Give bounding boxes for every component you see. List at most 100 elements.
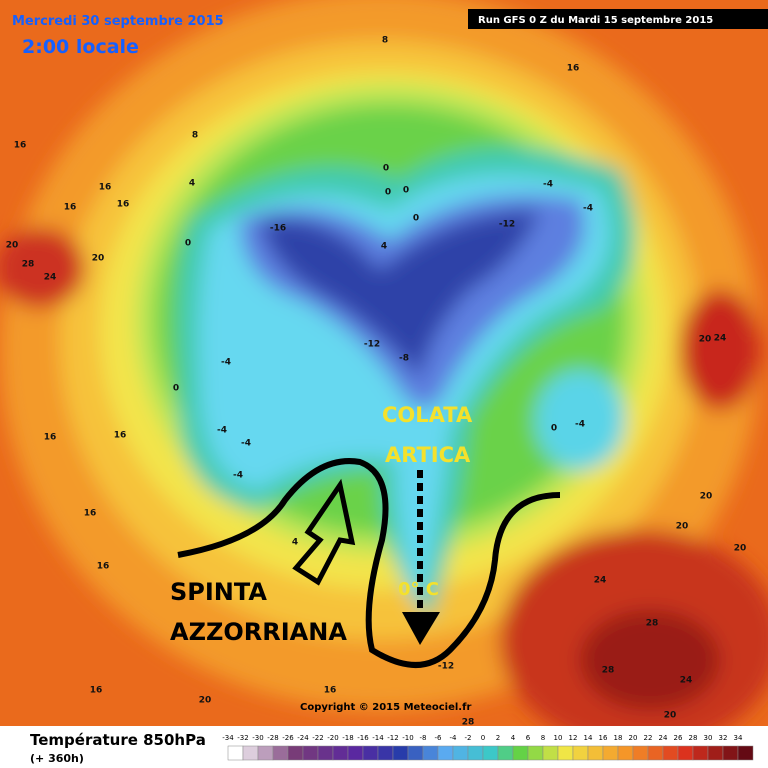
legend-tick-label: 2 bbox=[496, 734, 500, 742]
legend-swatch bbox=[677, 745, 694, 761]
run-banner bbox=[468, 9, 768, 29]
contour-label: 16 bbox=[64, 203, 77, 213]
contour-label: 16 bbox=[14, 141, 27, 151]
contour-label: 20 bbox=[199, 696, 212, 706]
contour-label: 20 bbox=[92, 254, 105, 264]
legend-swatch bbox=[452, 745, 469, 761]
contour-label: 20 bbox=[664, 711, 677, 721]
contour-label: 0 bbox=[403, 186, 409, 196]
contour-label: 16 bbox=[567, 64, 580, 74]
legend-tick-label: -32 bbox=[237, 734, 248, 742]
contour-label: 0 bbox=[385, 188, 391, 198]
legend-tick-label: -22 bbox=[312, 734, 323, 742]
legend-swatch bbox=[242, 745, 259, 761]
contour-label: -4 bbox=[543, 180, 553, 190]
contour-label: 24 bbox=[714, 334, 727, 344]
legend-tick-label: -34 bbox=[222, 734, 234, 742]
temperature-field bbox=[0, 0, 768, 750]
contour-label: 20 bbox=[699, 335, 712, 345]
annotation-curve bbox=[177, 458, 561, 668]
annotation-text: SPINTA bbox=[170, 578, 267, 606]
legend-swatch bbox=[362, 745, 379, 761]
contour-label: 16 bbox=[324, 686, 337, 696]
contour-label: -4 bbox=[241, 439, 251, 449]
legend-swatch bbox=[737, 745, 754, 761]
legend-swatch bbox=[722, 745, 739, 761]
annotation-text: AZZORRIANA bbox=[170, 618, 347, 646]
legend-tick-label: 6 bbox=[526, 734, 531, 742]
legend-tick-label: 8 bbox=[541, 734, 545, 742]
contour-label: 16 bbox=[114, 431, 127, 441]
contour-label: -16 bbox=[270, 224, 286, 234]
legend-swatch bbox=[632, 745, 649, 761]
legend-swatch bbox=[257, 745, 274, 761]
contour-label: -12 bbox=[499, 220, 515, 230]
contour-label: 8 bbox=[382, 36, 388, 46]
contour-label: 4 bbox=[381, 242, 387, 252]
contour-label: -4 bbox=[575, 420, 585, 430]
legend-swatch bbox=[692, 745, 709, 761]
legend-tick-label: -8 bbox=[420, 734, 427, 742]
legend-swatch bbox=[482, 745, 499, 761]
legend-scale: -34 -32 -30 -28 -26 -24 -22 -20 -18 -16 -14 -12 -10-… bbox=[222, 734, 754, 761]
contour-label: 0 bbox=[413, 214, 419, 224]
legend-swatch bbox=[317, 745, 334, 761]
legend-tick-label: -14 bbox=[372, 734, 384, 742]
legend-tick-label: 24 bbox=[659, 734, 668, 742]
legend-tick-label: 30 bbox=[704, 734, 713, 742]
legend-swatch bbox=[407, 745, 424, 761]
contour-label: 4 bbox=[292, 538, 298, 548]
contour-label: -8 bbox=[399, 354, 409, 364]
legend-swatch bbox=[602, 745, 619, 761]
legend-tick-label: -30 bbox=[252, 734, 263, 742]
contour-label: 16 bbox=[97, 562, 110, 572]
contour-label: 28 bbox=[462, 718, 475, 728]
legend-swatch bbox=[347, 745, 364, 761]
contour-label: 0 bbox=[185, 239, 191, 249]
contour-label: 8 bbox=[192, 131, 198, 141]
legend-tick-label: -10 bbox=[402, 734, 413, 742]
date-text: Mercredi 30 septembre 2015 bbox=[12, 14, 224, 29]
legend-tick-label: 22 bbox=[644, 734, 653, 742]
legend-tick-label: -24 bbox=[297, 734, 309, 742]
legend-swatch bbox=[572, 745, 589, 761]
contour-label: 0 bbox=[173, 384, 179, 394]
annotation-arrow bbox=[292, 478, 356, 586]
legend-tick-label: 32 bbox=[719, 734, 728, 742]
legend-swatch bbox=[287, 745, 304, 761]
contour-label: 24 bbox=[594, 576, 607, 586]
contour-label: 28 bbox=[646, 619, 659, 629]
contour-label: 16 bbox=[99, 183, 112, 193]
legend-tick-label: 0 bbox=[481, 734, 485, 742]
legend-tick-label: -4 bbox=[450, 734, 458, 742]
contour-label: 0 bbox=[551, 424, 557, 434]
legend-tick-label: -16 bbox=[357, 734, 369, 742]
legend-tick-label: -26 bbox=[282, 734, 294, 742]
legend-swatch bbox=[662, 745, 679, 761]
legend-swatch bbox=[437, 745, 454, 761]
contour-label: 24 bbox=[44, 273, 57, 283]
contour-label: -4 bbox=[233, 471, 243, 481]
legend-swatch bbox=[392, 745, 409, 761]
legend-subtitle: (+ 360h) bbox=[30, 752, 84, 765]
contour-label: 4 bbox=[189, 179, 195, 189]
annotation-text: ARTICA bbox=[385, 443, 471, 467]
legend-tick-label: 14 bbox=[584, 734, 593, 742]
legend-tick-label: -18 bbox=[342, 734, 353, 742]
annotation-text: 0° C bbox=[398, 579, 439, 600]
legend-swatch bbox=[332, 745, 349, 761]
copyright: Copyright © 2015 Meteociel.fr bbox=[300, 702, 471, 713]
legend-swatch bbox=[512, 745, 529, 761]
legend-tick-label: -2 bbox=[465, 734, 472, 742]
legend-swatch bbox=[647, 745, 664, 761]
legend-tick-label: -20 bbox=[327, 734, 338, 742]
annotation-arrowhead bbox=[402, 612, 440, 645]
legend-swatch bbox=[587, 745, 604, 761]
legend-swatch bbox=[617, 745, 634, 761]
contour-label: -4 bbox=[221, 358, 231, 368]
run-text: Run GFS 0 Z du Mardi 15 septembre 2015 bbox=[478, 15, 713, 26]
legend-tick-label: 34 bbox=[734, 734, 743, 742]
legend-tick-label: 26 bbox=[674, 734, 683, 742]
